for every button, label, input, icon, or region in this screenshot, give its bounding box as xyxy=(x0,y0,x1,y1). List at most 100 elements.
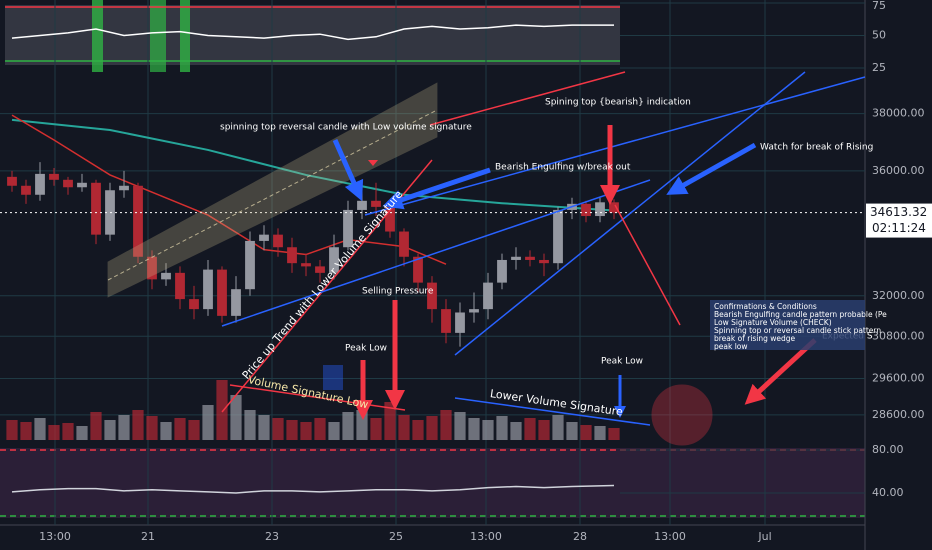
candle-body xyxy=(609,202,619,213)
x-tick-label: 21 xyxy=(141,530,155,543)
volume-bar xyxy=(552,415,564,440)
volume-bar xyxy=(594,426,606,440)
candle-body xyxy=(287,247,297,264)
condition: break of rising wedge xyxy=(714,334,796,343)
annotation: Peak Low xyxy=(345,344,387,354)
volume-bar xyxy=(188,420,200,440)
volume-bar xyxy=(132,410,144,440)
moving-average xyxy=(11,118,615,212)
volume-bar xyxy=(90,412,102,440)
volume-bar xyxy=(468,418,480,440)
annotation: Selling Pressure xyxy=(362,287,434,297)
volume-bar xyxy=(496,416,508,440)
candle-body xyxy=(483,282,493,310)
candle-body xyxy=(49,173,59,180)
candle-body xyxy=(413,256,423,283)
volume-bar xyxy=(370,418,382,440)
y-tick-label: 38000.00 xyxy=(872,107,925,120)
candle-body xyxy=(91,182,101,235)
candle-body xyxy=(217,269,227,316)
candle-body xyxy=(273,234,283,248)
candle-body xyxy=(315,266,325,273)
x-tick-label: 28 xyxy=(573,530,587,543)
candle-body xyxy=(343,209,353,248)
y-tick-label: 75 xyxy=(872,0,886,12)
candle-body xyxy=(7,176,17,186)
volume-bar xyxy=(426,416,438,440)
volume-bar xyxy=(76,426,88,440)
x-tick-label: 25 xyxy=(389,530,403,543)
volume-bar xyxy=(62,423,74,440)
countdown: 02:11:24 xyxy=(872,221,926,235)
candle-body xyxy=(245,240,255,290)
x-axis: 13:00 21 23 25 13:00 28 13:00 Jul xyxy=(39,530,771,543)
y-tick-label: 28600.00 xyxy=(872,408,925,421)
volume-bar xyxy=(580,425,592,440)
candle-body xyxy=(35,173,45,195)
candle-body xyxy=(441,309,451,333)
candle-body xyxy=(581,203,591,217)
volume-bar xyxy=(608,428,620,440)
annotation: Bearish Engulfing w/break out xyxy=(495,163,631,173)
y-tick-label: 50 xyxy=(872,29,886,42)
candle-body xyxy=(553,209,563,264)
candle-body xyxy=(161,272,171,280)
candle-body xyxy=(175,272,185,300)
candle-body xyxy=(301,263,311,267)
conditions-box: Confirmations & Conditions Bearish Engul… xyxy=(710,300,887,351)
volume-bar xyxy=(258,415,270,440)
candle-body xyxy=(329,247,339,273)
volume-bar xyxy=(342,412,354,440)
volume-bar xyxy=(398,415,410,440)
volume-bar xyxy=(412,420,424,440)
volume-bar xyxy=(482,420,494,440)
volume-bar xyxy=(538,420,550,440)
candle-body xyxy=(189,299,199,310)
y-tick-label: 30800.00 xyxy=(872,329,925,342)
condition: Confirmations & Conditions xyxy=(714,302,817,311)
oscillator-line xyxy=(11,24,614,41)
volume-bar xyxy=(216,380,228,440)
volume-bar xyxy=(440,410,452,440)
condition: Bearish Engulfing candle pattern probabl… xyxy=(714,310,887,319)
candle-body xyxy=(203,269,213,310)
volume-bar xyxy=(566,422,578,440)
volume-bar xyxy=(524,418,536,440)
candle-body xyxy=(63,179,73,188)
annotation: Peak Low xyxy=(601,357,643,367)
drawings xyxy=(107,71,866,446)
volume-bar xyxy=(510,422,522,440)
candle-body xyxy=(371,200,381,207)
x-tick-label: 13:00 xyxy=(654,530,686,543)
volume-bar xyxy=(174,418,186,440)
x-tick-label: 13:00 xyxy=(39,530,71,543)
oscillator-line xyxy=(11,484,615,494)
candle-body xyxy=(511,256,521,260)
annotation: spinning top reversal candle with Low vo… xyxy=(220,123,472,133)
marks xyxy=(0,24,865,494)
annotation: Watch for break of Rising xyxy=(760,143,873,153)
candle-body xyxy=(77,182,87,188)
x-tick-label: 23 xyxy=(265,530,279,543)
volume-bar xyxy=(6,420,18,440)
candle-body xyxy=(385,206,395,232)
price-label-bg xyxy=(866,203,932,238)
volume-bar xyxy=(20,422,32,440)
volume-bar xyxy=(230,395,242,440)
volume-bar xyxy=(384,402,396,440)
volume-bar xyxy=(146,416,158,440)
candle-body xyxy=(497,259,507,283)
candle-body xyxy=(231,289,241,316)
candle-body xyxy=(119,185,129,191)
volume-bar xyxy=(48,425,60,440)
condition: Low Signature Volume (CHECK) xyxy=(714,318,832,327)
candle-body xyxy=(455,312,465,333)
y-tick-label: 80.00 xyxy=(872,443,904,456)
condition: peak low xyxy=(714,342,748,351)
volume-bar xyxy=(118,415,130,440)
candle-body xyxy=(21,185,31,195)
volume-bar xyxy=(202,405,214,440)
y-tick-label: 25 xyxy=(872,61,886,74)
